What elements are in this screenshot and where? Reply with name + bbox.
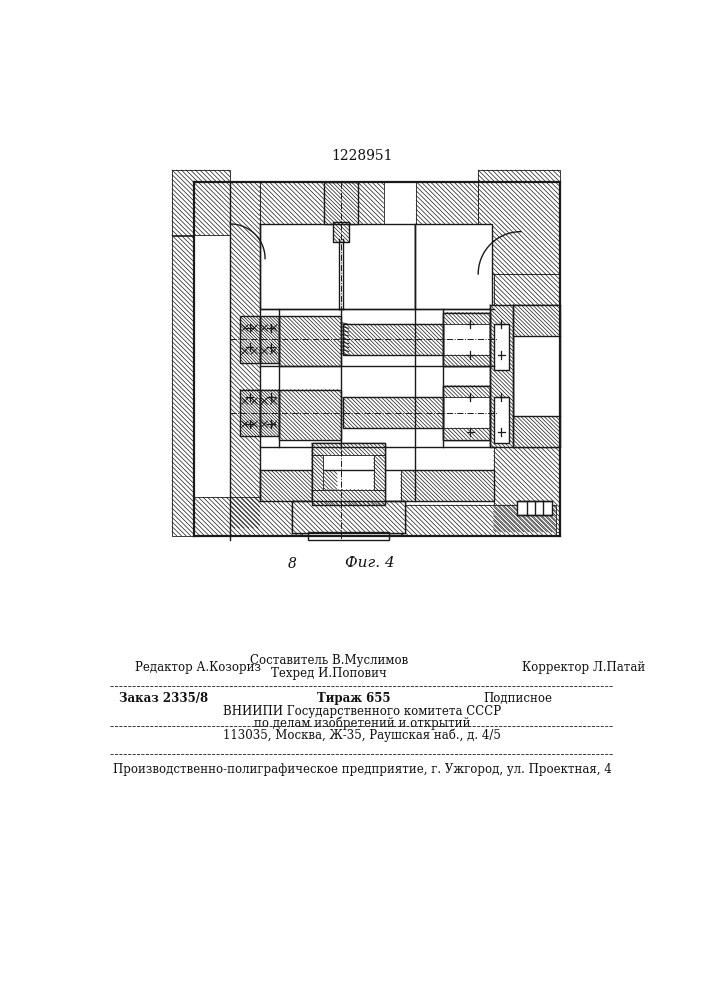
Bar: [443, 386, 490, 440]
Bar: [401, 470, 493, 501]
Bar: [292, 501, 404, 533]
Bar: [312, 443, 385, 455]
Text: Подписное: Подписное: [484, 692, 553, 705]
Bar: [312, 455, 323, 490]
Text: Тираж 655: Тираж 655: [317, 692, 390, 705]
Bar: [333, 222, 349, 242]
Bar: [312, 443, 385, 505]
Text: Производственно-полиграфическое предприятие, г. Ужгород, ул. Проектная, 4: Производственно-полиграфическое предприя…: [112, 763, 612, 776]
Bar: [443, 386, 490, 440]
Bar: [490, 305, 513, 447]
Bar: [478, 170, 559, 274]
Bar: [312, 443, 385, 505]
Text: Заказ 2335/8: Заказ 2335/8: [119, 692, 209, 705]
Bar: [259, 389, 279, 436]
Bar: [259, 389, 279, 436]
Bar: [240, 316, 259, 363]
Bar: [259, 470, 493, 501]
Bar: [279, 316, 341, 366]
Bar: [194, 497, 303, 536]
Text: Корректор Л.Патай: Корректор Л.Патай: [522, 661, 645, 674]
Text: Фиг. 4: Фиг. 4: [345, 556, 395, 570]
Bar: [279, 316, 341, 366]
Bar: [324, 182, 358, 224]
Bar: [259, 182, 384, 224]
Text: Составитель В.Муслимов: Составитель В.Муслимов: [250, 654, 408, 667]
Bar: [513, 305, 559, 336]
Bar: [513, 305, 559, 447]
Bar: [493, 274, 559, 336]
Bar: [490, 305, 513, 447]
Bar: [259, 224, 414, 309]
Bar: [292, 501, 404, 533]
Bar: [240, 389, 259, 436]
Bar: [259, 316, 279, 363]
Bar: [401, 505, 556, 536]
Bar: [517, 501, 552, 515]
Bar: [324, 182, 358, 224]
Bar: [493, 397, 509, 443]
Bar: [240, 316, 259, 363]
Text: по делам изобретений и открытий: по делам изобретений и открытий: [254, 717, 470, 730]
Bar: [443, 312, 490, 366]
Bar: [279, 389, 341, 440]
Bar: [259, 470, 337, 501]
Bar: [279, 389, 341, 440]
Bar: [343, 397, 443, 428]
Bar: [259, 316, 279, 363]
Bar: [416, 182, 478, 224]
Bar: [493, 324, 509, 370]
Bar: [443, 312, 490, 324]
Bar: [172, 235, 194, 536]
Bar: [443, 386, 490, 397]
Bar: [343, 324, 443, 355]
Bar: [443, 312, 490, 366]
Bar: [373, 455, 385, 490]
Bar: [343, 397, 443, 428]
Bar: [230, 182, 259, 528]
Bar: [443, 355, 490, 366]
Bar: [414, 224, 492, 309]
Bar: [443, 428, 490, 440]
Bar: [513, 416, 559, 447]
Bar: [312, 490, 385, 505]
Text: 113035, Москва, Ж-35, Раушская наб., д. 4/5: 113035, Москва, Ж-35, Раушская наб., д. …: [223, 728, 501, 742]
Bar: [308, 532, 389, 540]
Bar: [172, 170, 230, 235]
Text: Редактор А.Козориз: Редактор А.Козориз: [135, 661, 261, 674]
Bar: [343, 324, 443, 355]
Text: Техред И.Попович: Техред И.Попович: [271, 667, 387, 680]
Bar: [333, 222, 349, 242]
Text: 1228951: 1228951: [331, 149, 392, 163]
Bar: [493, 336, 559, 532]
Text: ВНИИПИ Государственного комитета СССР: ВНИИПИ Государственного комитета СССР: [223, 705, 501, 718]
Bar: [292, 501, 404, 533]
Bar: [240, 389, 259, 436]
Text: 8: 8: [288, 557, 297, 571]
